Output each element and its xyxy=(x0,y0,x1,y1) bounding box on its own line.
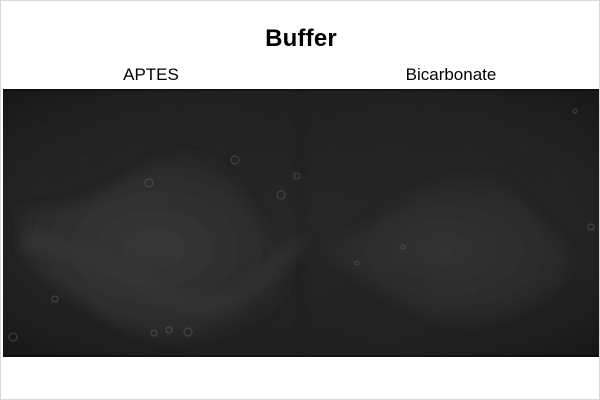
speckle-ring xyxy=(51,295,59,303)
panel-seam xyxy=(3,89,599,357)
noise-dot xyxy=(261,127,265,131)
noise-dot xyxy=(521,147,525,151)
speckle-ring xyxy=(165,326,173,334)
speckle-ring xyxy=(230,155,240,165)
speckle-ring xyxy=(354,260,360,266)
noise-dot xyxy=(111,247,115,251)
noise-dot xyxy=(41,127,45,131)
figure-title: Buffer xyxy=(265,25,337,52)
bottom-edge xyxy=(3,355,599,357)
panel-label-aptes: APTES xyxy=(123,65,179,84)
speckle-ring xyxy=(572,108,578,114)
top-edge xyxy=(3,89,599,91)
noise-dot xyxy=(471,287,475,291)
noise-dot xyxy=(81,157,85,161)
noise-dot xyxy=(331,147,335,151)
panel-label-bicarbonate: Bicarbonate xyxy=(405,65,497,84)
microscopy-image xyxy=(3,89,599,357)
speckle-ring xyxy=(144,178,154,188)
speckle-ring xyxy=(150,329,158,337)
speckle-ring xyxy=(8,332,18,342)
speckle-ring xyxy=(293,172,301,180)
speckle-ring xyxy=(183,327,193,337)
speckle-ring xyxy=(276,190,286,200)
noise-dots xyxy=(41,127,525,321)
microscopy-svg xyxy=(3,89,599,357)
speckles xyxy=(8,108,595,342)
speckle-ring xyxy=(587,223,595,231)
speckle-ring xyxy=(400,244,406,250)
noise-dot xyxy=(301,317,305,321)
